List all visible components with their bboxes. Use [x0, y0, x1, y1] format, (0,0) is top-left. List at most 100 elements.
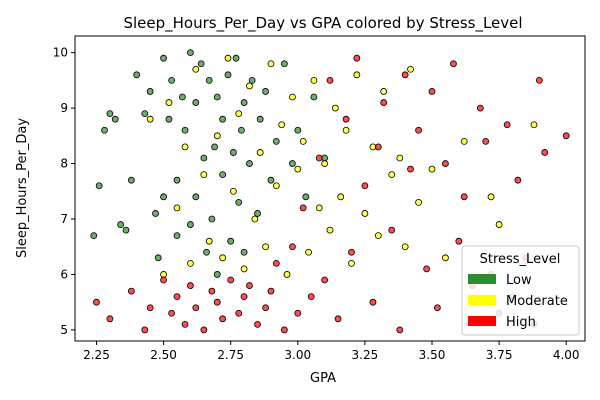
point-high: [141, 326, 149, 334]
point-high: [433, 304, 441, 312]
point-moderate: [495, 221, 503, 228]
point-high: [369, 298, 377, 306]
point-low: [168, 76, 176, 84]
point-moderate: [272, 182, 280, 190]
point-high: [93, 298, 100, 306]
point-high: [482, 137, 490, 145]
point-low: [146, 88, 154, 95]
point-low: [203, 248, 210, 256]
point-high: [146, 304, 154, 312]
point-low: [267, 176, 275, 184]
y-tick-label: 10: [53, 46, 68, 60]
point-low: [224, 71, 232, 79]
point-low: [106, 110, 114, 118]
point-high: [173, 293, 181, 301]
point-high: [423, 265, 431, 273]
point-moderate: [353, 71, 361, 79]
point-low: [213, 93, 221, 101]
y-axis-label: Sleep_Hours_Per_Day: [15, 118, 30, 258]
point-high: [246, 282, 253, 289]
point-low: [246, 160, 253, 167]
point-low: [240, 99, 248, 106]
point-high: [307, 293, 315, 301]
point-moderate: [401, 243, 409, 251]
point-low: [227, 237, 235, 245]
point-moderate: [326, 226, 334, 234]
point-low: [310, 93, 318, 101]
y-tick-label: 9: [60, 101, 68, 115]
point-high: [460, 193, 468, 201]
point-moderate: [200, 171, 208, 179]
point-low: [173, 176, 181, 184]
legend-swatch-moderate: [468, 295, 496, 305]
point-moderate: [415, 198, 422, 206]
point-moderate: [380, 88, 388, 95]
point-low: [111, 115, 119, 123]
point-high: [254, 320, 261, 328]
point-moderate: [337, 193, 345, 201]
point-low: [229, 149, 237, 156]
point-high: [562, 132, 570, 140]
point-low: [200, 154, 208, 162]
point-moderate: [361, 210, 369, 217]
point-low: [232, 54, 240, 62]
point-high: [442, 160, 449, 167]
point-low: [117, 221, 125, 228]
point-moderate: [160, 271, 167, 278]
point-high: [187, 282, 194, 289]
point-high: [321, 276, 329, 284]
point-low: [235, 198, 243, 206]
legend-box: [461, 245, 580, 336]
x-tick-label: 4.00: [553, 348, 580, 362]
legend: Stress_Level Low Moderate High: [461, 245, 580, 336]
point-high: [514, 176, 522, 184]
point-high: [450, 60, 457, 68]
point-moderate: [374, 232, 382, 240]
point-moderate: [173, 204, 181, 212]
chart-title: Sleep_Hours_Per_Day vs GPA colored by St…: [123, 14, 522, 33]
x-axis-label: GPA: [310, 371, 336, 386]
point-high: [374, 143, 382, 151]
point-low: [127, 176, 135, 184]
point-high: [342, 115, 350, 123]
point-high: [299, 204, 307, 212]
x-tick-label: 3.75: [486, 348, 513, 362]
point-moderate: [235, 110, 243, 118]
point-high: [361, 182, 369, 190]
point-high: [160, 276, 167, 284]
x-axis-ticks: 2.25 2.50 2.75 3.00 3.25 3.50 3.75 4.00: [83, 341, 580, 362]
point-low: [90, 232, 98, 240]
legend-swatch-high: [468, 316, 496, 326]
point-moderate: [294, 165, 302, 173]
point-high: [315, 154, 323, 162]
point-moderate: [442, 254, 449, 262]
point-moderate: [146, 115, 154, 123]
point-high: [348, 248, 355, 256]
point-moderate: [460, 137, 468, 145]
point-moderate: [321, 160, 329, 167]
point-high: [200, 326, 208, 334]
point-moderate: [256, 149, 264, 156]
point-moderate: [187, 259, 194, 267]
point-low: [192, 99, 200, 106]
point-moderate: [407, 65, 414, 73]
y-tick-label: 8: [60, 157, 68, 171]
point-low: [160, 193, 167, 201]
point-moderate: [331, 104, 339, 112]
point-low: [154, 254, 162, 262]
point-low: [208, 215, 216, 223]
point-moderate: [310, 76, 318, 84]
point-moderate: [388, 171, 396, 179]
point-moderate: [262, 243, 269, 251]
point-moderate: [428, 165, 436, 173]
point-high: [388, 226, 396, 234]
legend-swatch-low: [468, 274, 496, 284]
point-low: [160, 54, 167, 62]
point-low: [192, 193, 200, 201]
point-moderate: [213, 132, 221, 140]
point-moderate: [192, 65, 200, 73]
y-tick-label: 7: [60, 212, 68, 226]
point-moderate: [240, 265, 248, 273]
point-high: [240, 293, 248, 301]
point-moderate: [278, 121, 286, 129]
